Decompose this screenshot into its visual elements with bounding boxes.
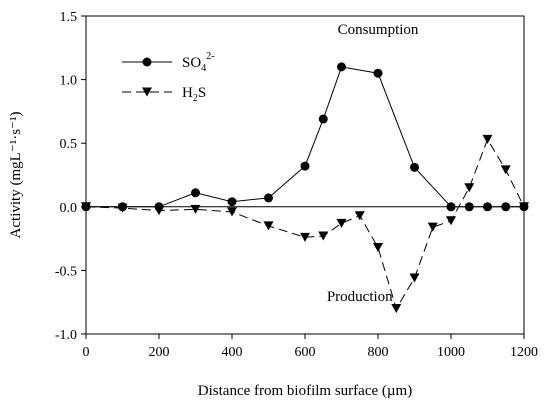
- x-tick-label: 400: [222, 345, 243, 360]
- legend-marker-so4: [142, 57, 152, 67]
- data-point-h2s: [336, 218, 347, 228]
- data-point-h2s: [373, 243, 383, 253]
- data-point-h2s: [500, 165, 511, 175]
- data-point-h2s: [446, 216, 456, 226]
- legend-marker-h2s: [142, 87, 152, 97]
- y-tick-label: 1.5: [60, 10, 78, 25]
- data-point-so4: [318, 114, 328, 124]
- legend-label-h2s: H2S: [182, 85, 206, 104]
- data-point-so4: [264, 193, 273, 203]
- y-tick-label: 1.0: [60, 74, 78, 89]
- x-tick-label: 0: [83, 345, 90, 360]
- plot-layer: [81, 62, 529, 314]
- x-tick-label: 200: [149, 345, 170, 360]
- annotation-production: Production: [327, 289, 393, 305]
- data-point-so4: [373, 68, 383, 78]
- y-tick-label: 0.5: [60, 137, 78, 152]
- data-point-h2s: [482, 134, 493, 144]
- legend-label-so4: SO42-: [182, 51, 215, 74]
- data-point-so4: [337, 62, 346, 72]
- y-tick-label: 0.0: [60, 201, 78, 216]
- x-tick-label: 1200: [510, 345, 538, 360]
- annotation-consumption: Consumption: [338, 22, 419, 38]
- data-point-h2s: [263, 221, 274, 231]
- data-point-h2s: [318, 231, 329, 241]
- data-point-h2s: [227, 207, 237, 217]
- data-point-h2s: [409, 273, 420, 283]
- x-tick-label: 600: [295, 345, 316, 360]
- data-point-h2s: [464, 183, 475, 193]
- x-tick-label: 1000: [437, 345, 465, 360]
- y-tick-label: -0.5: [55, 264, 77, 279]
- plot-frame: [85, 15, 525, 335]
- data-point-h2s: [300, 232, 310, 242]
- x-axis-title: Distance from biofilm surface (µm): [198, 383, 412, 399]
- y-axis-title: Activity (mgL⁻¹·s⁻¹): [8, 112, 24, 239]
- data-point-h2s: [354, 211, 365, 221]
- data-point-h2s: [154, 206, 164, 216]
- data-point-h2s: [427, 222, 438, 232]
- axes-layer: 0 200 400 600 800 1000 1200 -1.0 -0.5 0.0 0.5 1.0 1.…: [55, 10, 538, 360]
- data-point-h2s: [391, 304, 402, 314]
- y-tick-label: -1.0: [55, 328, 77, 343]
- data-point-so4: [300, 161, 310, 171]
- data-point-so4: [410, 162, 419, 172]
- x-tick-label: 800: [368, 345, 389, 360]
- data-point-h2s: [117, 203, 128, 213]
- legend: SO42- H2S: [122, 51, 215, 104]
- data-point-so4: [227, 197, 237, 207]
- data-point-so4: [191, 188, 200, 198]
